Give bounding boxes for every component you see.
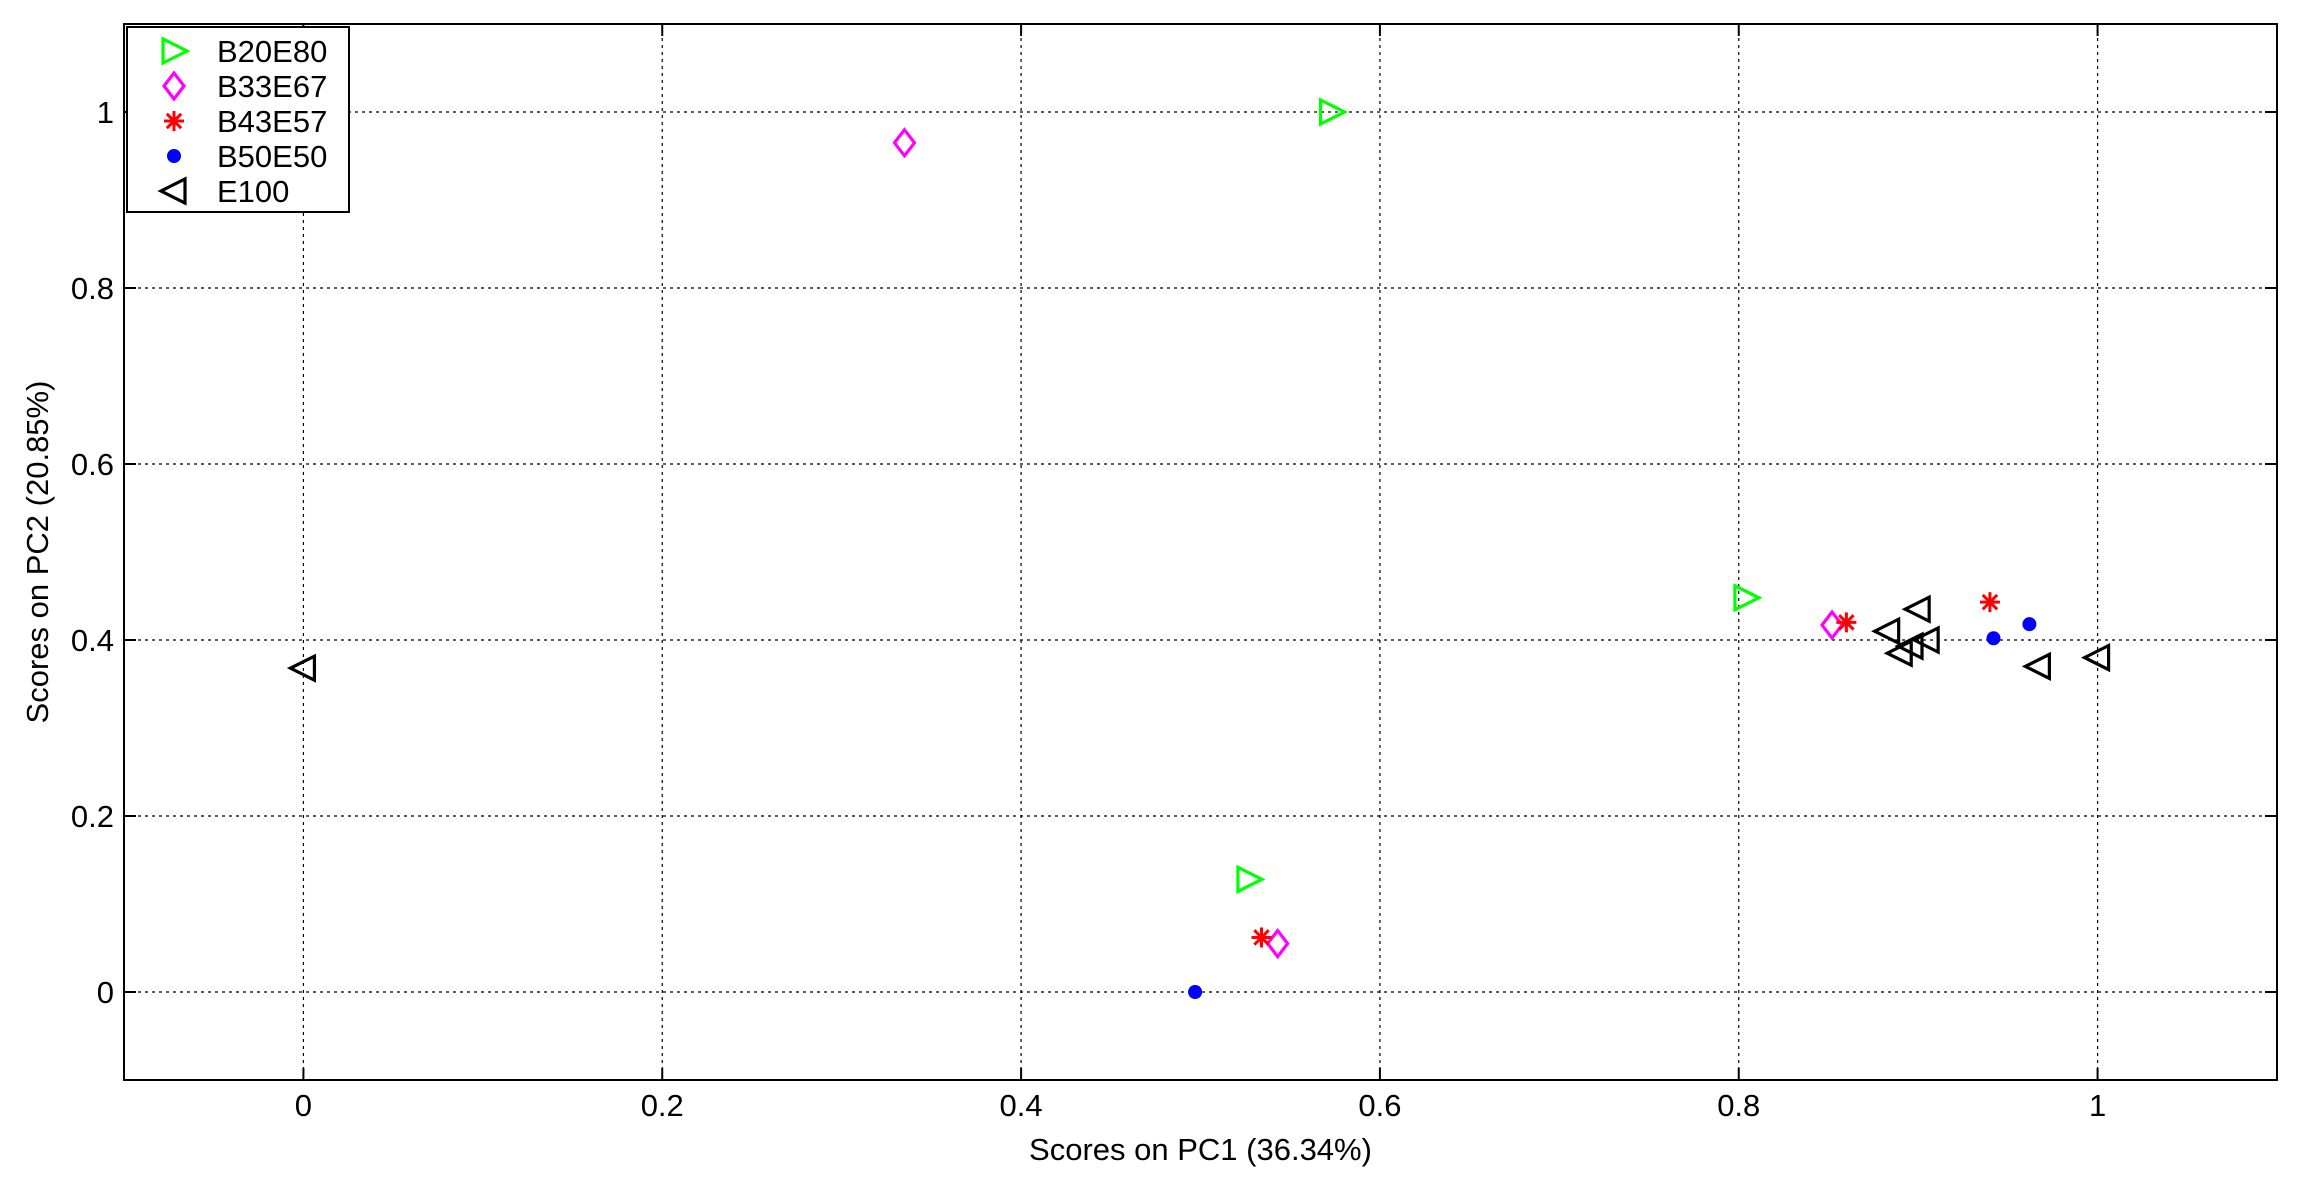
data-point-e100 <box>1910 625 1940 655</box>
data-point-e100 <box>286 653 317 683</box>
legend-label: B33E67 <box>217 69 327 104</box>
data-point-e100 <box>2021 651 2051 681</box>
y-tick-label: 0.2 <box>71 799 114 834</box>
y-tick-label: 0.4 <box>71 623 114 658</box>
legend-label: B50E50 <box>217 139 327 174</box>
data-point-b33e67 <box>1265 927 1290 960</box>
y-tick-label: 0.6 <box>71 447 114 482</box>
x-tick-label: 0.4 <box>1000 1088 1043 1123</box>
legend-label: B20E80 <box>217 34 327 69</box>
grid-layer <box>124 24 2277 1080</box>
data-point-b50e50 <box>1986 631 2001 646</box>
data-point-e100 <box>1883 638 1913 668</box>
data-point-b20e80 <box>1733 583 1763 613</box>
data-point-b50e50 <box>1188 985 1203 999</box>
y-axis-label: Scores on PC2 (20.85%) <box>20 381 55 724</box>
y-tick-label: 0.8 <box>71 271 114 306</box>
legend-marker-e100 <box>157 176 187 206</box>
y-tick-label: 0 <box>97 975 114 1010</box>
data-point-b43e57 <box>1251 927 1272 948</box>
x-tick-label: 0.6 <box>1358 1088 1401 1123</box>
tick-layer: 0 0.2 0.4 0.6 0.8 1 0 0.2 0.4 0.6 0.8 1 <box>71 24 2277 1123</box>
x-tick-label: 1 <box>2089 1088 2106 1123</box>
legend-marker-b50e50 <box>167 149 181 163</box>
data-point-b20e80 <box>1236 864 1266 894</box>
legend-marker-b33e67 <box>161 70 187 102</box>
data-point-b50e50 <box>2022 617 2037 632</box>
data-point-b33e67 <box>1820 609 1845 641</box>
data-points-layer <box>286 97 2111 999</box>
data-point-b43e57 <box>1836 612 1857 633</box>
y-tick-label: 1 <box>97 95 114 130</box>
legend-marker-b43e57 <box>164 111 184 131</box>
data-point-b20e80 <box>1318 97 1349 127</box>
legend-label: E100 <box>217 174 289 209</box>
data-point-e100 <box>1901 594 1931 624</box>
data-point-b43e57 <box>1979 592 2000 613</box>
x-tick-label: 0 <box>295 1088 312 1123</box>
data-point-e100 <box>1871 616 1901 646</box>
x-axis-label: Scores on PC1 (36.34%) <box>1029 1132 1372 1167</box>
x-tick-label: 0.2 <box>641 1088 684 1123</box>
plot-area-frame <box>123 23 2278 1081</box>
legend-marker-b20e80 <box>161 36 191 66</box>
data-point-b33e67 <box>892 127 917 159</box>
legend-label: B43E57 <box>217 104 327 139</box>
data-point-e100 <box>2081 643 2111 673</box>
x-tick-label: 0.8 <box>1717 1088 1760 1123</box>
